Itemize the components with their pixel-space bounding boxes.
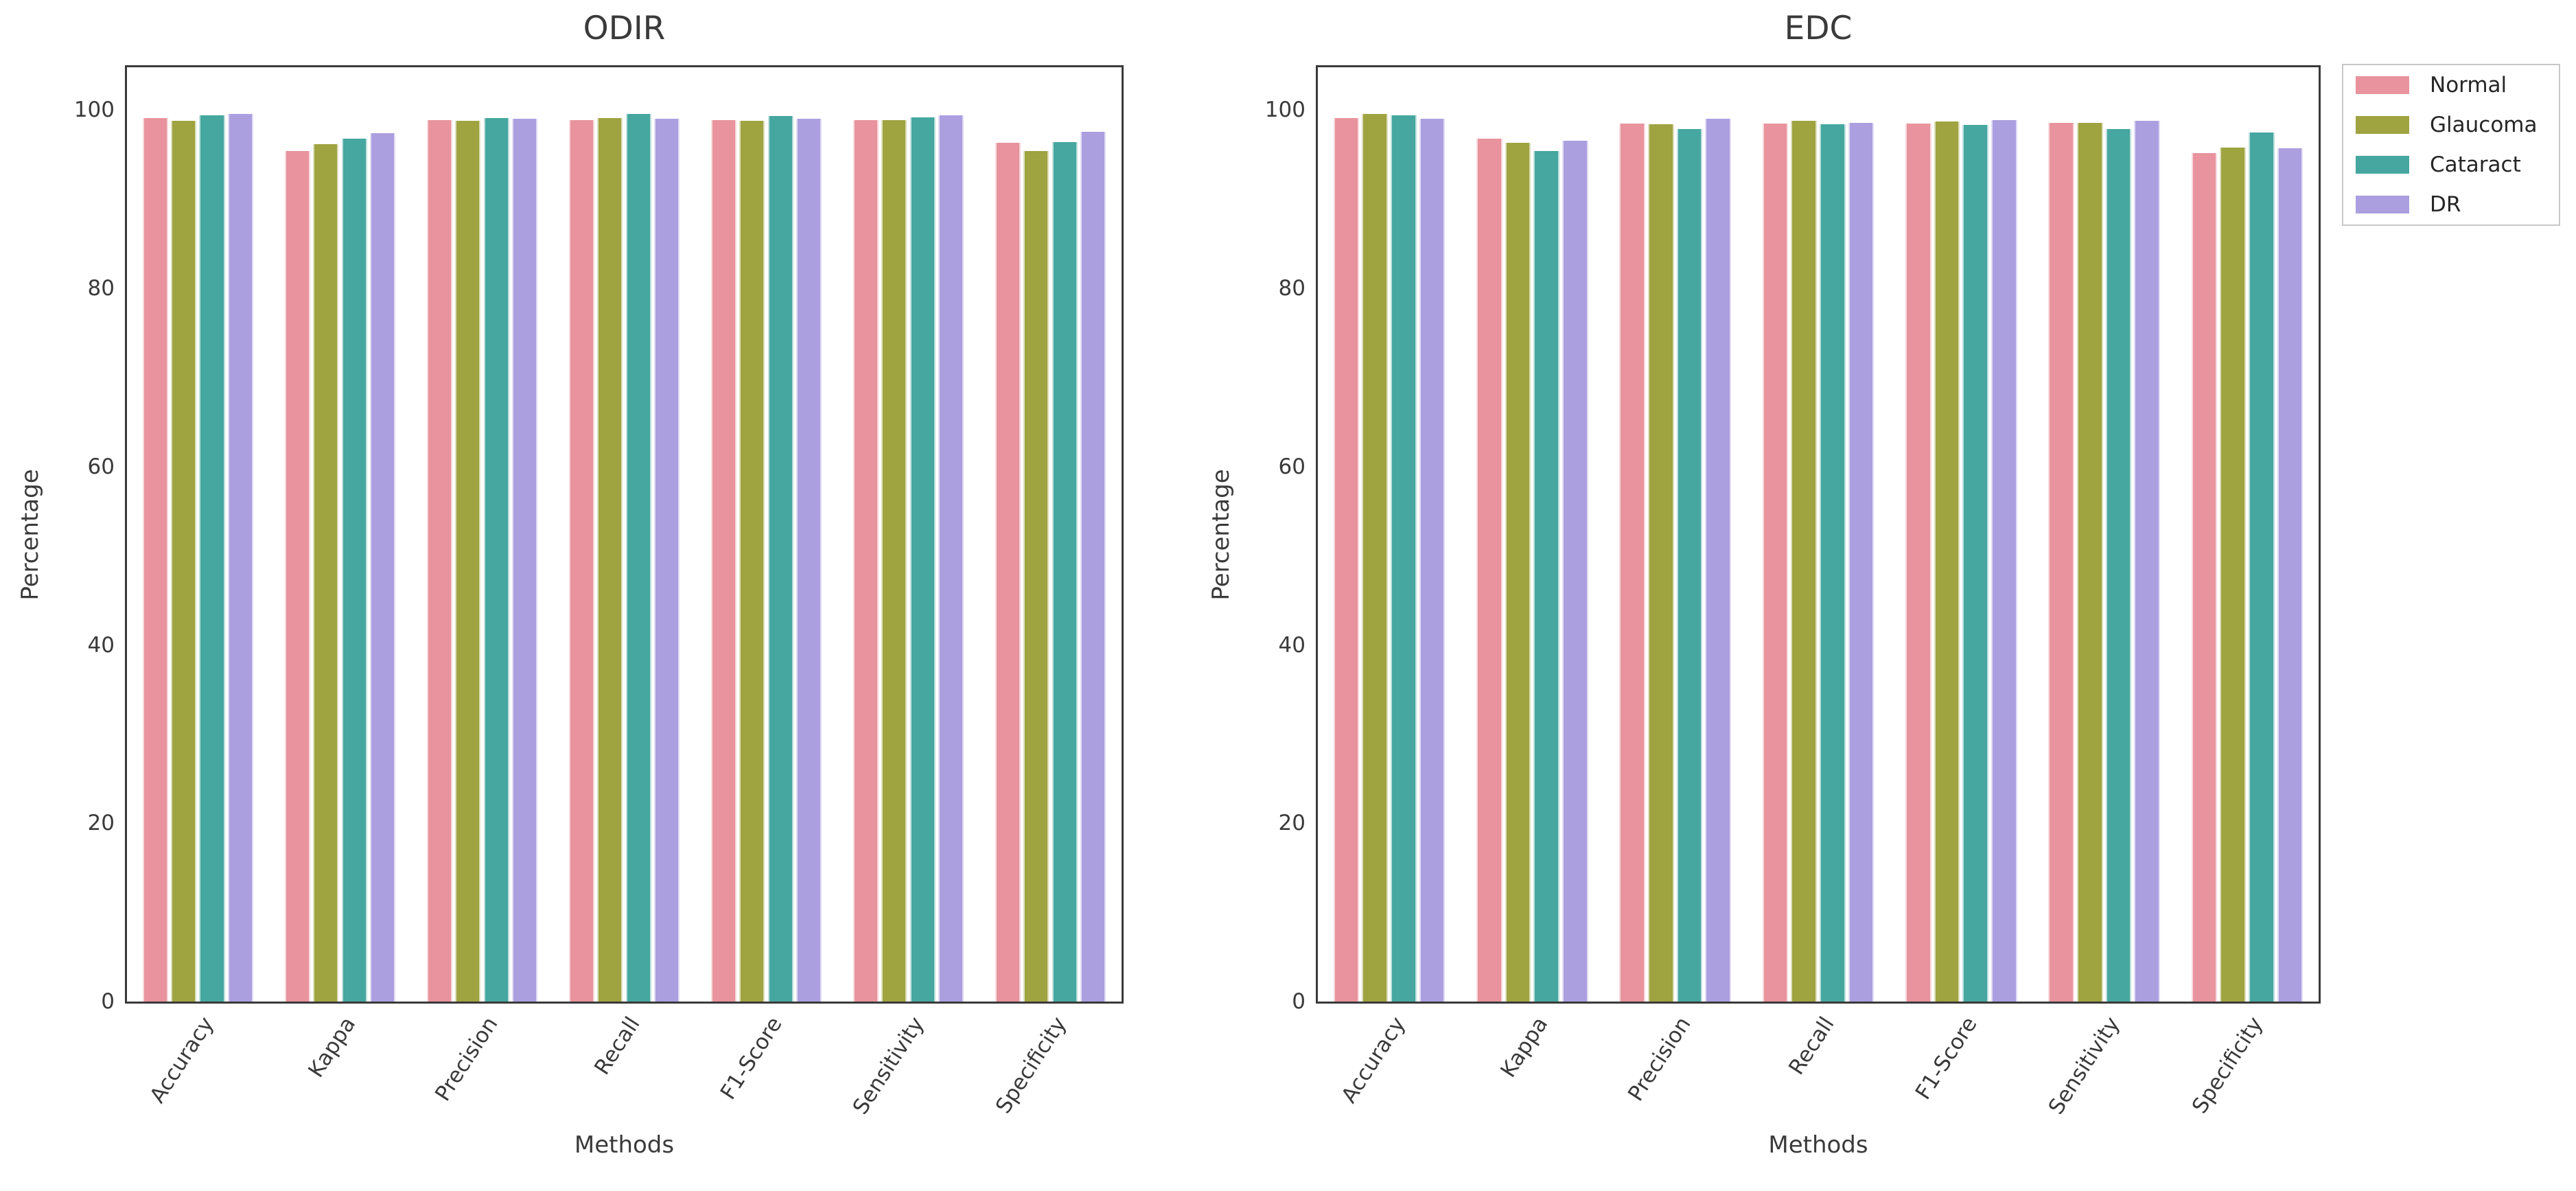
cataract-bar	[1533, 151, 1560, 1002]
legend-item-dr: DR	[2343, 185, 2559, 224]
y-tick-label: 0	[1292, 989, 1306, 1014]
dr-bar	[653, 119, 680, 1002]
y-tick-label: 100	[73, 97, 115, 123]
cataract-bar	[199, 115, 225, 1002]
glaucoma-bar	[313, 143, 339, 1002]
glaucoma-bar	[171, 120, 197, 1002]
dr-bar	[369, 133, 396, 1002]
legend-item-cataract: Cataract	[2343, 145, 2559, 185]
chart-title-edc: EDC	[1784, 10, 1853, 47]
cataract-bar	[483, 118, 509, 1002]
y-tick-label: 100	[1264, 97, 1306, 123]
legend-item-glaucoma: Glaucoma	[2343, 105, 2559, 145]
glaucoma-bar	[1362, 113, 1389, 1002]
y-tick-label: 60	[87, 454, 115, 479]
y-tick-label: 20	[1278, 811, 1306, 836]
dr-bar	[2277, 148, 2304, 1002]
normal-bar	[284, 151, 311, 1002]
cataract-bar	[1391, 115, 1417, 1002]
y-tick-label: 0	[101, 989, 115, 1014]
normal-bar	[2048, 122, 2074, 1002]
normal-bar	[1905, 123, 1931, 1002]
cataract-bar	[1052, 142, 1078, 1002]
x-axis-label-odir: Methods	[574, 1131, 675, 1159]
glaucoma-bar	[739, 120, 765, 1002]
dr-bar	[1705, 119, 1732, 1002]
y-tick-label: 40	[1278, 632, 1306, 658]
cataract-bar	[341, 138, 367, 1002]
legend-item-normal: Normal	[2343, 65, 2559, 105]
y-tick-label: 80	[87, 276, 115, 301]
dr-bar	[511, 119, 538, 1002]
y-tick-label: 20	[87, 811, 115, 836]
cataract-bar	[1962, 125, 1988, 1002]
normal-bar	[1476, 138, 1502, 1002]
normal-bar	[710, 119, 737, 1002]
legend-swatch-normal	[2356, 76, 2409, 94]
legend-swatch-cataract	[2356, 156, 2409, 174]
legend-swatch-glaucoma	[2356, 116, 2409, 134]
chart-title-odir: ODIR	[583, 10, 666, 47]
plot-area-odir: 0 20 40 60 80 100 Accuracy Kappa Precision Recall…	[74, 65, 1124, 1119]
glaucoma-bar	[1648, 124, 1674, 1002]
dr-bar	[1562, 140, 1588, 1002]
dr-bar	[2134, 120, 2160, 1002]
cataract-bar	[1676, 128, 1703, 1002]
glaucoma-bar	[1023, 151, 1049, 1002]
dr-bar	[1419, 119, 1446, 1002]
cataract-bar	[2105, 128, 2132, 1002]
y-tick-label: 60	[1278, 454, 1306, 479]
dr-bar	[796, 119, 822, 1002]
normal-bar	[1619, 123, 1646, 1002]
y-tick-label: 40	[87, 632, 115, 658]
dr-bar	[1080, 131, 1106, 1002]
glaucoma-bar	[1505, 143, 1531, 1002]
normal-bar	[2191, 152, 2218, 1002]
glaucoma-bar	[455, 120, 481, 1002]
dr-bar	[938, 115, 964, 1002]
legend-label: Glaucoma	[2430, 113, 2538, 137]
normal-bar	[1333, 118, 1360, 1002]
x-axis-label-edc: Methods	[1768, 1131, 1868, 1159]
normal-bar	[995, 143, 1021, 1002]
dr-bar	[1991, 119, 2017, 1002]
glaucoma-bar	[1934, 122, 1960, 1002]
cataract-bar	[909, 117, 936, 1002]
normal-bar	[1762, 123, 1789, 1002]
glaucoma-bar	[2076, 122, 2103, 1002]
cataract-bar	[625, 113, 651, 1002]
normal-bar	[142, 118, 169, 1002]
glaucoma-bar	[881, 119, 907, 1002]
legend-label: Cataract	[2430, 152, 2521, 177]
dr-bar	[227, 113, 254, 1002]
y-tick-label: 80	[1278, 276, 1306, 301]
legend-label: DR	[2430, 192, 2461, 217]
legend: Normal Glaucoma Cataract DR	[2342, 64, 2560, 226]
glaucoma-bar	[2220, 147, 2246, 1002]
normal-bar	[852, 119, 879, 1002]
glaucoma-bar	[1791, 120, 1817, 1002]
normal-bar	[426, 119, 453, 1002]
legend-swatch-dr	[2356, 196, 2409, 213]
glaucoma-bar	[597, 118, 623, 1002]
dr-bar	[1848, 122, 1875, 1002]
plot-area-edc: 0 20 40 60 80 100 Accuracy Kappa Precision Recall…	[1265, 65, 2321, 1119]
cataract-bar	[767, 116, 793, 1002]
legend-label: Normal	[2430, 73, 2507, 97]
cataract-bar	[2248, 132, 2275, 1002]
cataract-bar	[1820, 124, 1846, 1002]
normal-bar	[568, 119, 595, 1002]
